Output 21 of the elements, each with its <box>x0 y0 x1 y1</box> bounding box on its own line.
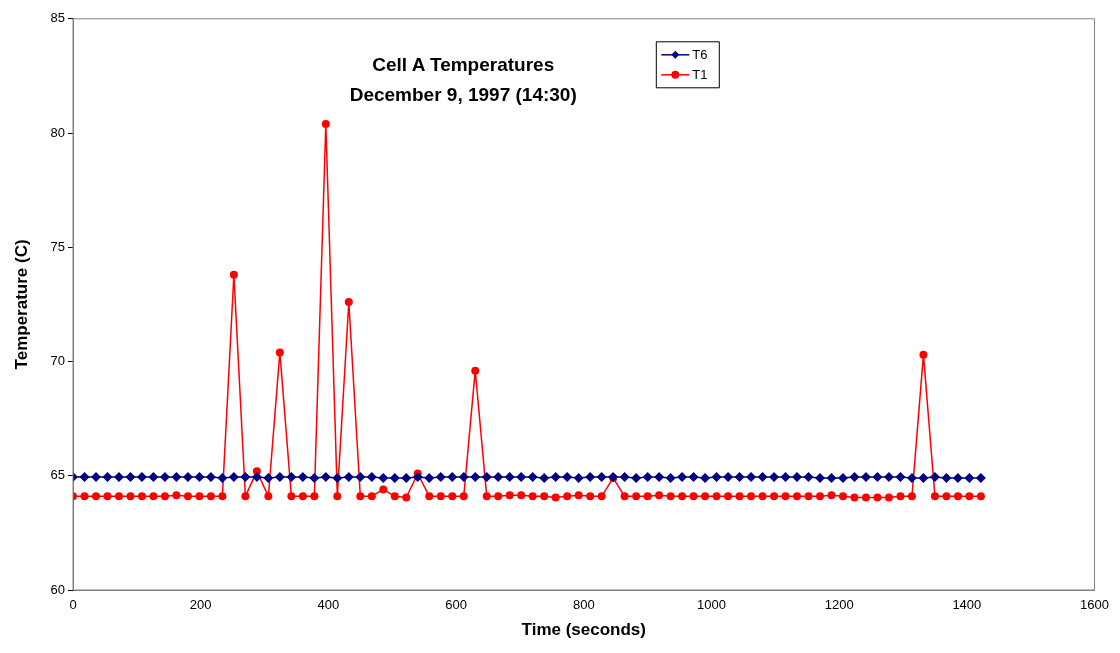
x-tick-label: 1400 <box>952 597 982 613</box>
y-tick-label: 75 <box>50 238 65 254</box>
x-tick-label: 1000 <box>697 597 726 613</box>
text: Cell A Temperatures <box>372 54 555 76</box>
x-tick-label: 400 <box>317 597 340 613</box>
x-tick-label: 800 <box>572 597 595 613</box>
legend-label: T6 <box>692 47 708 63</box>
x-axis-title: Time (seconds) <box>521 620 646 640</box>
y-tick-label: 85 <box>50 10 65 26</box>
y-axis-title: Temperature (C) <box>11 239 31 370</box>
legend-label: T1 <box>692 67 708 83</box>
x-tick-label: 1200 <box>824 597 854 613</box>
text: December 9, 1997 (14:30) <box>349 84 577 106</box>
x-tick-label: 600 <box>445 597 467 613</box>
y-tick-label: 65 <box>50 467 65 483</box>
x-tick-label: 1600 <box>1080 597 1109 613</box>
y-tick-label: 80 <box>50 124 65 140</box>
x-tick-label: 200 <box>189 597 212 613</box>
y-tick-label: 70 <box>50 353 65 369</box>
x-tick-label: 0 <box>69 597 77 613</box>
y-tick-label: 60 <box>50 581 65 597</box>
